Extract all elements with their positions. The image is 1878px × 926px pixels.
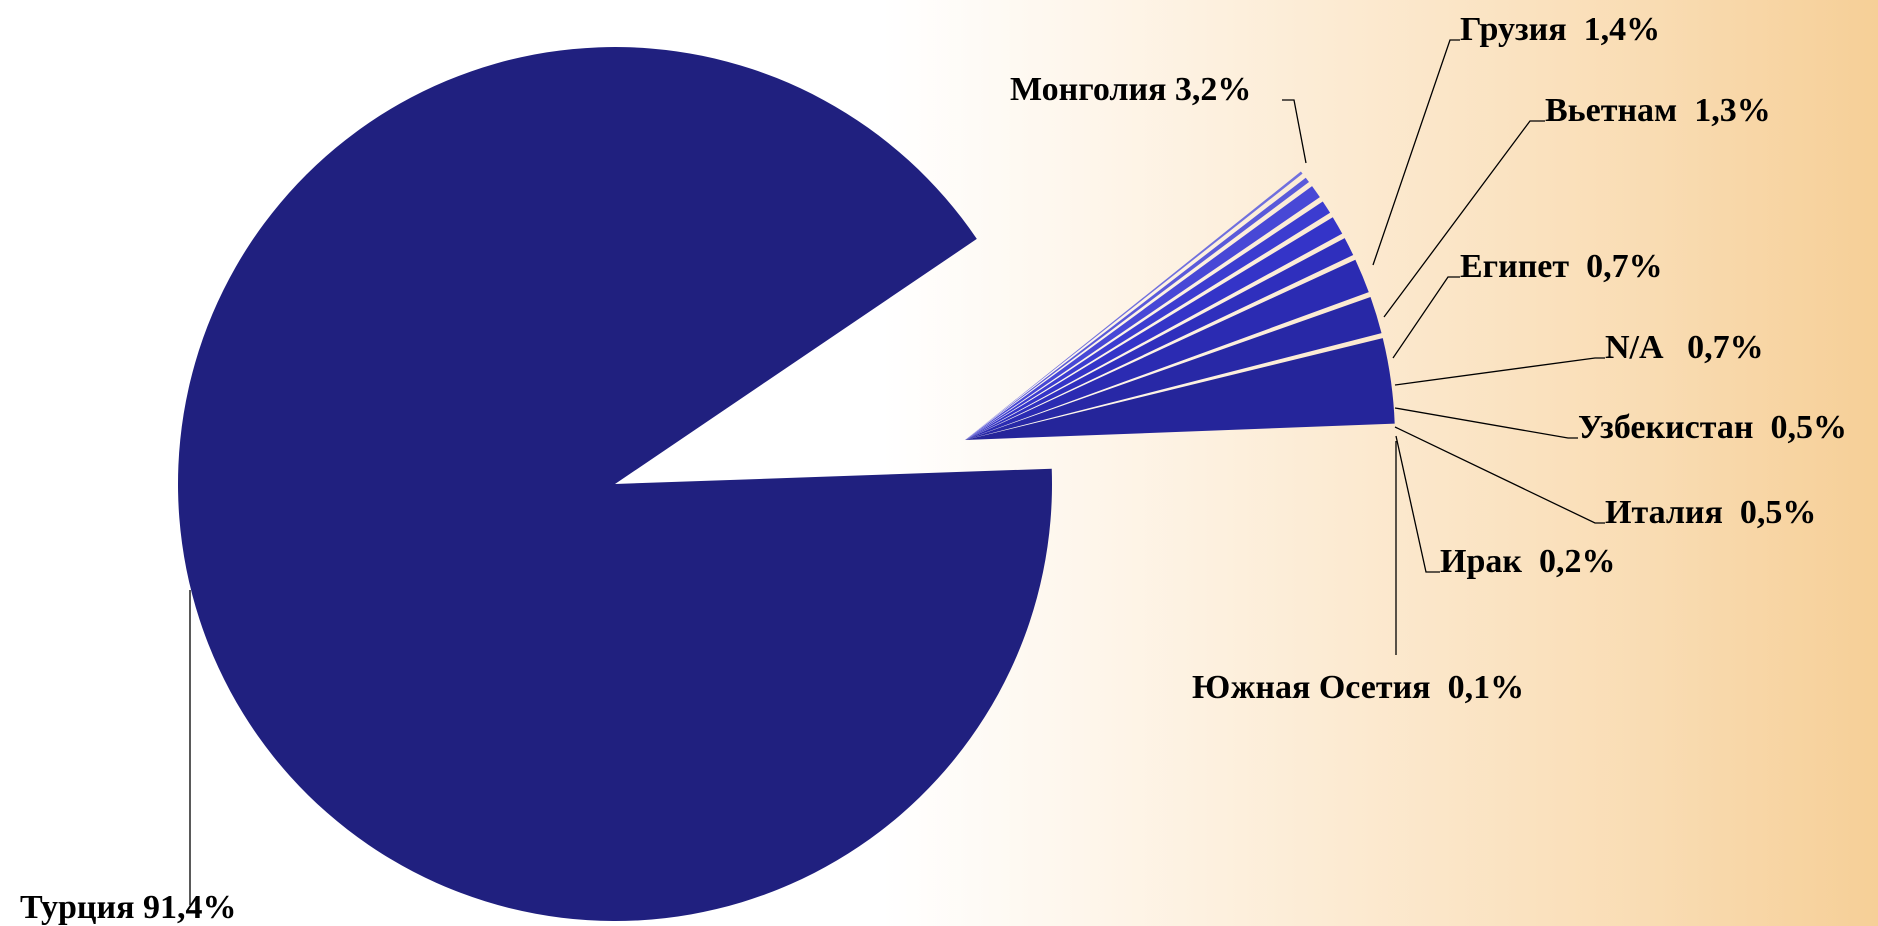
leader-line [1392, 276, 1460, 359]
data-label: Южная Осетия 0,1% [1192, 669, 1524, 706]
leader-line [1394, 407, 1578, 439]
data-label: Монголия 3,2% [1010, 71, 1251, 108]
pie-slice-5 [965, 217, 1343, 440]
pie-slice-7 [965, 186, 1320, 440]
data-label: Вьетнам 1,3% [1545, 92, 1771, 129]
data-label: Египет 0,7% [1460, 248, 1663, 285]
data-label: Турция 91,4% [20, 889, 236, 926]
data-label: Италия 0,5% [1605, 494, 1816, 531]
leader-line [1394, 426, 1605, 524]
data-label: Грузия 1,4% [1460, 11, 1660, 48]
leader-line [1383, 120, 1545, 318]
leader-line [1395, 435, 1440, 573]
pie-slice-8 [965, 177, 1309, 440]
leader-line [1282, 99, 1307, 164]
data-label: Ирак 0,2% [1440, 543, 1615, 580]
pie-slice-turkey [178, 46, 1053, 922]
pie-slice-2 [965, 296, 1382, 440]
pie-slice-1 [965, 338, 1395, 440]
pie-slice-3 [965, 259, 1369, 440]
data-label: Узбекистан 0,5% [1578, 409, 1847, 446]
leader-line [1394, 357, 1605, 386]
pie-slice-4 [965, 238, 1354, 440]
pie-slice-9 [965, 171, 1303, 440]
leader-line [1372, 39, 1460, 266]
data-label: N/A 0,7% [1605, 329, 1764, 366]
pie-slice-6 [965, 201, 1331, 440]
